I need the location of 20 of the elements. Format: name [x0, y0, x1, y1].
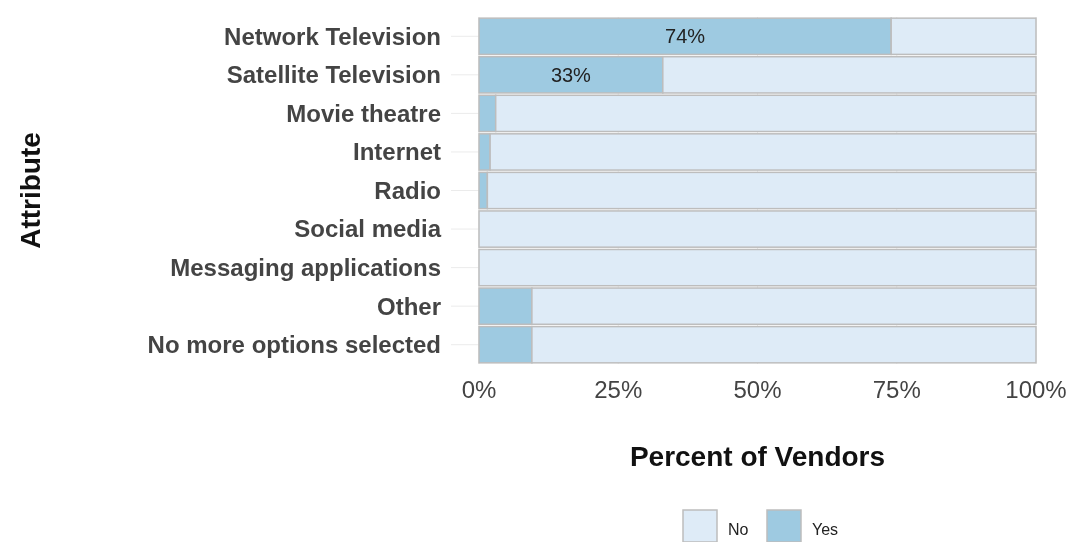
- y-tick-label: Other: [376, 292, 441, 320]
- y-tick-label: Movie theatre: [286, 99, 441, 127]
- y-tick-label: No more options selected: [147, 331, 441, 359]
- y-tick-label: Radio: [374, 176, 441, 204]
- x-tick-label: 0%: [461, 376, 497, 403]
- x-tick-label: 25%: [594, 376, 643, 403]
- x-tick-label: 75%: [872, 376, 921, 403]
- data-label: 74%: [665, 25, 706, 48]
- y-tick-label: Messaging applications: [170, 254, 441, 282]
- y-axis-title: Attribute: [15, 132, 46, 249]
- y-tick-label: Satellite Television: [226, 61, 441, 89]
- x-tick-label: 50%: [733, 376, 782, 403]
- x-axis-title: Percent of Vendors: [629, 441, 886, 472]
- y-tick-label: Internet: [352, 138, 441, 166]
- y-tick-label: Network Television: [224, 22, 441, 50]
- legend-label: No: [728, 521, 749, 538]
- x-tick-label: 100%: [1005, 376, 1067, 403]
- y-tick-label: Social media: [294, 215, 442, 243]
- data-label: 33%: [550, 63, 592, 86]
- legend-label: Yes: [812, 521, 839, 538]
